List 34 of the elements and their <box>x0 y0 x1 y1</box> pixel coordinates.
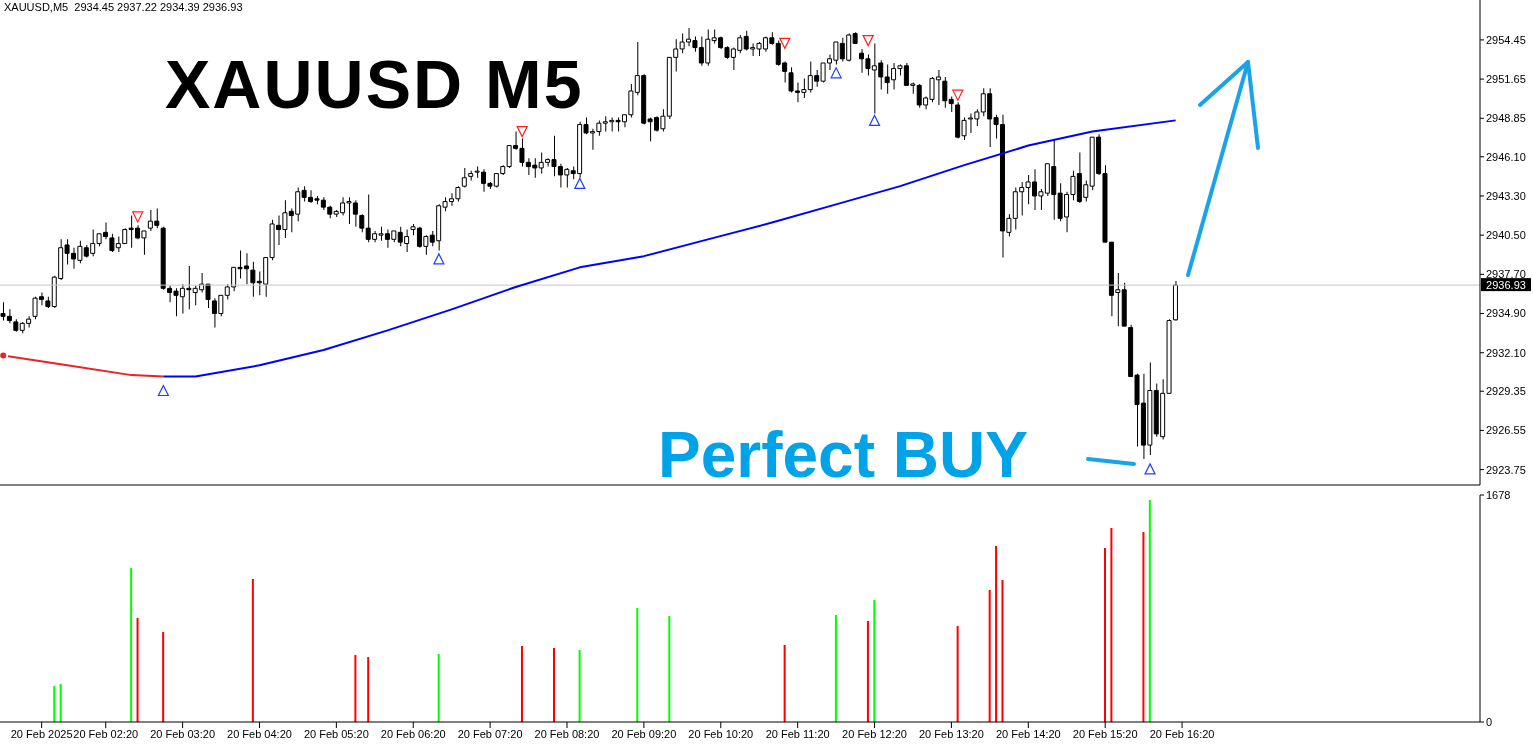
y-tick-label: 2948.85 <box>1486 112 1526 125</box>
y-tick-label: 2943.30 <box>1486 189 1526 202</box>
x-tick-label: 20 Feb 12:20 <box>842 727 907 740</box>
text: XAUUSD M5 <box>165 45 584 123</box>
x-tick-label: 20 Feb 13:20 <box>919 727 984 740</box>
y-tick-label: 0 <box>1486 715 1493 728</box>
x-tick-label: 20 Feb 03:20 <box>150 727 216 740</box>
x-tick-label: 20 Feb 10:20 <box>688 727 754 740</box>
x-tick-label: 20 Feb 09:20 <box>611 727 677 740</box>
x-tick-label: 20 Feb 08:20 <box>534 727 600 740</box>
x-tick-label: 20 Feb 02:20 <box>73 727 139 740</box>
x-tick-label: 20 Feb 15:20 <box>1072 727 1138 740</box>
y-tick-label: 2934.90 <box>1486 307 1526 320</box>
x-tick-label: 20 Feb 2025 <box>10 727 73 740</box>
ref-line-label: 2936.93 <box>1486 279 1526 292</box>
chart-subtitle: XAUUSD,M5 2934.45 2937.22 2934.39 2936.93 <box>4 1 243 13</box>
y-tick-label: 2932.10 <box>1486 346 1526 359</box>
x-tick-label: 20 Feb 14:20 <box>995 727 1061 740</box>
y-tick-label: 2954.45 <box>1486 33 1526 46</box>
y-tick-label: 2937.70 <box>1486 268 1526 281</box>
y-tick-label: 2929.35 <box>1486 385 1526 398</box>
y-tick-label: 1678 <box>1486 488 1511 501</box>
x-tick-label: 20 Feb 11:20 <box>765 727 830 740</box>
x-tick-label: 20 Feb 04:20 <box>227 727 292 740</box>
annotation: Perfect BUY <box>658 418 1028 492</box>
y-tick-label: 2940.50 <box>1486 229 1526 242</box>
y-tick-label: 2951.65 <box>1486 72 1526 85</box>
y-tick-label: 2923.75 <box>1486 463 1526 476</box>
y-tick-label: 2926.55 <box>1486 424 1526 437</box>
y-tick-label: 2946.10 <box>1486 150 1526 163</box>
x-tick-label: 20 Feb 07:20 <box>457 727 523 740</box>
x-tick-label: 20 Feb 06:20 <box>380 727 446 740</box>
x-tick-label: 20 Feb 16:20 <box>1149 727 1215 740</box>
x-tick-label: 20 Feb 05:20 <box>303 727 369 740</box>
